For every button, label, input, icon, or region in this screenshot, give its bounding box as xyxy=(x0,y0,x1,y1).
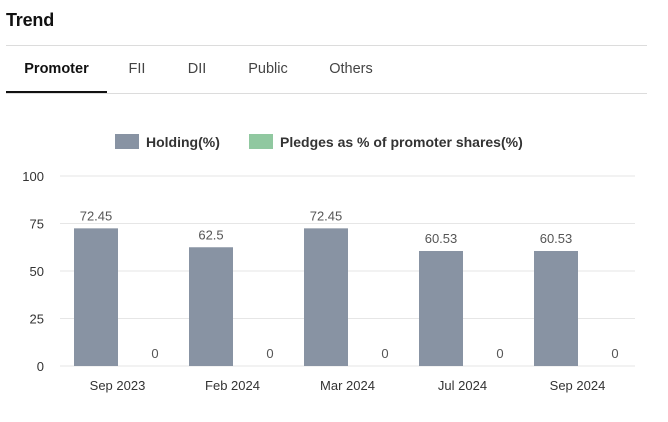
data-label-holding: 72.45 xyxy=(80,208,113,223)
data-labels: 72.45 0 62.5 0 72.45 0 60.53 0 60.53 0 xyxy=(80,208,619,361)
y-tick-label: 0 xyxy=(37,359,44,374)
data-label-holding: 62.5 xyxy=(198,227,223,242)
tab-bar: Promoter FII DII Public Others xyxy=(6,46,647,94)
bar-holding[interactable] xyxy=(74,228,118,366)
x-tick-label: Sep 2023 xyxy=(90,378,146,393)
y-tick-label: 25 xyxy=(30,312,44,327)
legend-swatch-holding[interactable] xyxy=(115,134,139,149)
legend-label-holding[interactable]: Holding(%) xyxy=(146,134,220,150)
tab-dii[interactable]: DII xyxy=(187,61,207,77)
tab-others[interactable]: Others xyxy=(329,61,373,77)
y-tick-label: 50 xyxy=(30,264,44,279)
y-tick-label: 100 xyxy=(22,169,44,184)
page-title: Trend xyxy=(6,10,55,30)
bar-holding[interactable] xyxy=(189,247,233,366)
chart-bars xyxy=(74,228,578,366)
x-tick-label: Mar 2024 xyxy=(320,378,375,393)
y-tick-label: 75 xyxy=(30,217,44,232)
y-axis: 0 25 50 75 100 xyxy=(22,169,44,374)
data-label-pledges: 0 xyxy=(266,346,273,361)
bar-holding[interactable] xyxy=(304,228,348,366)
data-label-pledges: 0 xyxy=(496,346,503,361)
tab-fii[interactable]: FII xyxy=(128,61,146,77)
data-label-holding: 60.53 xyxy=(425,231,458,246)
legend-label-pledges[interactable]: Pledges as % of promoter shares(%) xyxy=(280,134,523,150)
bar-holding[interactable] xyxy=(534,250,578,366)
data-label-pledges: 0 xyxy=(381,346,388,361)
x-axis: Sep 2023 Feb 2024 Mar 2024 Jul 2024 Sep 2024 xyxy=(90,378,606,393)
tab-promoter[interactable]: Promoter xyxy=(6,46,107,93)
x-tick-label: Jul 2024 xyxy=(438,378,487,393)
x-tick-label: Feb 2024 xyxy=(205,378,260,393)
data-label-pledges: 0 xyxy=(151,346,158,361)
chart-legend: Holding(%) Pledges as % of promoter shar… xyxy=(115,134,523,150)
legend-swatch-pledges[interactable] xyxy=(249,134,273,149)
data-label-holding: 72.45 xyxy=(310,208,343,223)
tab-public[interactable]: Public xyxy=(248,61,288,77)
title-divider xyxy=(6,45,647,46)
data-label-pledges: 0 xyxy=(611,346,618,361)
x-tick-label: Sep 2024 xyxy=(550,378,606,393)
data-label-holding: 60.53 xyxy=(540,231,573,246)
bar-holding[interactable] xyxy=(419,250,463,366)
